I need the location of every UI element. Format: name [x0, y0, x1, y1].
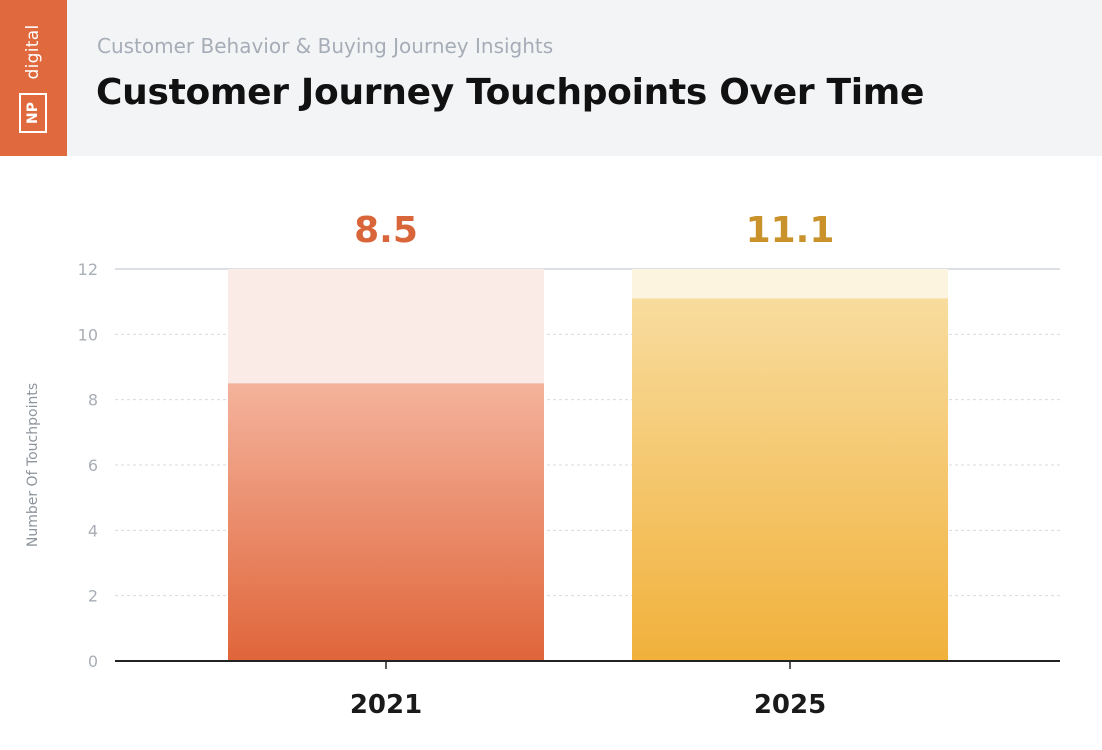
y-tick-label: 0: [88, 652, 98, 671]
bar-2021: [228, 383, 544, 661]
logo-mark-text: NP: [25, 102, 41, 124]
bar-chart: 0 2 4 6 8 10 12 Number Of Touchpoints 8.5 2021 11…: [25, 210, 1060, 720]
value-label-2021: 8.5: [354, 210, 418, 251]
bar-2025: [632, 298, 948, 661]
logo-mark: NP: [19, 93, 47, 133]
logo-word: digital: [23, 24, 43, 80]
y-tick-label: 8: [88, 391, 98, 410]
y-tick-label: 12: [78, 260, 98, 279]
x-tick-label-2025: 2025: [754, 690, 826, 720]
header: digital NP Customer Behavior & Buying Jo…: [0, 0, 1102, 156]
chart-subtitle: Customer Behavior & Buying Journey Insig…: [97, 34, 554, 58]
y-axis-label: Number Of Touchpoints: [25, 383, 41, 547]
chart-title: Customer Journey Touchpoints Over Time: [96, 72, 925, 113]
y-tick-label: 10: [78, 325, 98, 344]
y-tick-label: 2: [88, 587, 98, 606]
x-tick-label-2021: 2021: [350, 690, 422, 720]
np-digital-logo: digital NP: [0, 0, 67, 156]
y-tick-label: 4: [88, 521, 98, 540]
value-label-2025: 11.1: [746, 210, 835, 251]
y-tick-label: 6: [88, 456, 98, 475]
